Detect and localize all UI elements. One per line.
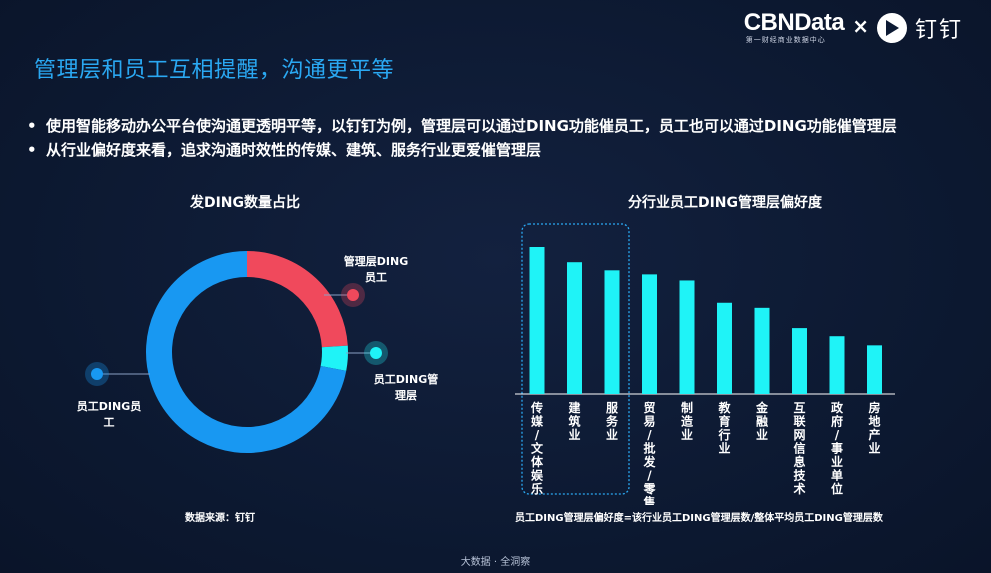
- marker-mgmt-icon: [341, 283, 365, 307]
- bar-1: [567, 262, 582, 394]
- brand-header: CBNData 第一财经商业数据中心 × 钉钉: [744, 10, 963, 45]
- donut-chart: 管理层DING 员工 员工DING管 理层 员工DING员 工: [77, 251, 438, 453]
- bar-0: [529, 247, 545, 394]
- bar-group: [529, 247, 882, 394]
- cbndata-tagline: 第一财经商业数据中心: [745, 36, 826, 44]
- page-title: 管理层和员工互相提醒，沟通更平等: [34, 58, 395, 83]
- bar-category-label: 政府/事业单位: [831, 400, 844, 496]
- bar-category-label: 教育行业: [717, 400, 731, 456]
- marker-emp-mgmt-icon: [364, 341, 388, 365]
- bar-8: [829, 336, 845, 394]
- dingtalk-logo-icon: [876, 12, 907, 43]
- bar-labels: 传媒/文体娱乐 建筑业 服务业 贸易/批发/零售 制造业 教育行业 金融业 互联网信息技术 政府…: [530, 400, 881, 505]
- dingtalk-logo-text: 钉钉: [914, 17, 963, 43]
- bar-2: [604, 270, 620, 394]
- bar-chart-title: 分行业员工DING管理层偏好度: [627, 195, 823, 211]
- bar-category-label: 房地产业: [868, 400, 880, 456]
- bar-category-label: 制造业: [681, 400, 694, 442]
- donut-label-emp-mgmt-line2: 理层: [395, 389, 417, 402]
- donut-label-mgmt-line1: 管理层DING: [344, 254, 408, 268]
- donut-label-mgmt-line2: 员工: [365, 271, 387, 284]
- bar-9: [867, 345, 882, 394]
- cross-symbol: ×: [852, 13, 869, 38]
- data-source: 数据来源：钉钉: [185, 513, 255, 524]
- donut-slice-emp-to-emp: [146, 251, 347, 453]
- donut-slices: [146, 251, 348, 453]
- bar-4: [679, 280, 695, 394]
- bar-chart: 传媒/文体娱乐 建筑业 服务业 贸易/批发/零售 制造业 教育行业 金融业 互联网信息技术 政府…: [515, 223, 895, 505]
- donut-slice-mgmt-to-emp: [246, 251, 348, 348]
- donut-label-emp-line1: 员工DING员: [77, 400, 141, 413]
- bar-category-label: 贸易/批发/零售: [642, 400, 656, 505]
- footer-slogan: 大数据 · 全洞察: [460, 557, 531, 568]
- donut-chart-title: 发DING数量占比: [189, 195, 301, 211]
- bullet-item: 从行业偏好度来看，追求沟通时效性的传媒、建筑、服务行业更爱催管理层: [24, 140, 944, 161]
- cbndata-logo-text: CBNData: [743, 9, 845, 36]
- bar-category-label: 金融业: [755, 400, 769, 442]
- marker-emp-icon: [85, 362, 109, 386]
- bar-category-label: 服务业: [606, 400, 619, 442]
- bar-category-label: 传媒/文体娱乐: [530, 400, 544, 496]
- bar-chart-note: 员工DING管理层偏好度=该行业员工DING管理层数/整体平均员工DING管理层…: [515, 513, 883, 524]
- bar-7: [792, 328, 807, 394]
- bullet-list: 使用智能移动办公平台使沟通更透明平等，以钉钉为例，管理层可以通过DING功能催员…: [24, 116, 944, 164]
- bar-5: [717, 302, 732, 394]
- bullet-item: 使用智能移动办公平台使沟通更透明平等，以钉钉为例，管理层可以通过DING功能催员…: [24, 116, 944, 137]
- donut-slice-emp-to-mgmt: [320, 345, 348, 371]
- donut-label-emp-line2: 工: [104, 416, 115, 429]
- bar-6: [754, 307, 770, 394]
- donut-label-emp-mgmt-line1: 员工DING管: [374, 372, 438, 386]
- bar-3: [642, 274, 657, 394]
- highlight-box: [521, 223, 630, 495]
- bar-category-label: 建筑业: [567, 400, 581, 442]
- bar-category-label: 互联网信息技术: [792, 401, 806, 496]
- cbndata-logo: CBNData 第一财经商业数据中心: [744, 10, 845, 45]
